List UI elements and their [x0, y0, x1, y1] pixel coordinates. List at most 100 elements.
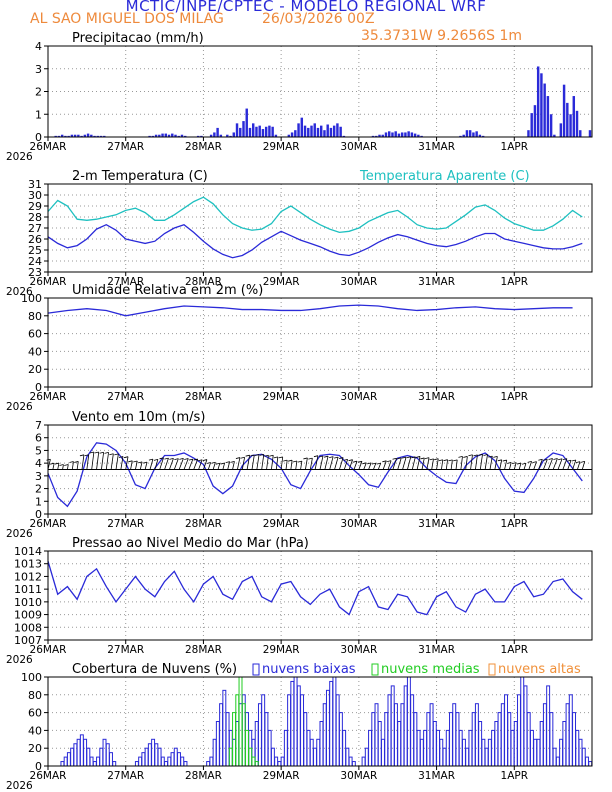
wind-barb-flag	[443, 459, 448, 462]
wind-barb-flag	[468, 454, 473, 457]
precip-bar	[86, 133, 90, 137]
wind-barb-flag	[109, 453, 114, 456]
wind-barb	[275, 456, 279, 470]
wind-barb	[290, 460, 293, 470]
clouds-panel: 0 20 40 60 80 100 26MAR 27MAR 28MAR 29MAR 30MAR 31M…	[6, 662, 593, 792]
precip-bar	[161, 133, 164, 137]
rh-ytick-label: 100	[21, 292, 42, 305]
precip-bar	[60, 134, 64, 137]
wind-barb-flag	[273, 456, 278, 459]
wind-barb-flag	[269, 454, 274, 457]
wind-barb-flag	[202, 459, 208, 461]
precip-xtick-label: 26MAR	[30, 141, 67, 153]
wind-barb	[52, 463, 55, 470]
wind-barb-flag	[463, 456, 468, 458]
precip-bar	[219, 134, 223, 137]
wind-barb-flag	[318, 455, 324, 458]
precip-bar	[381, 134, 384, 137]
wind-barb	[465, 456, 468, 470]
clouds-ytick-label: 80	[28, 689, 42, 702]
wind-barb-flag	[254, 454, 260, 456]
wind-title: Vento em 10m (m/s)	[72, 410, 205, 425]
clouds-ytick-label: 100	[21, 671, 42, 684]
wind-barb-flag	[367, 462, 372, 465]
precip-xtick-label: 29MAR	[263, 141, 300, 153]
clouds-bar	[296, 685, 301, 767]
precip-bar	[226, 134, 229, 137]
wind-barb-flag	[497, 459, 502, 462]
precip-bar	[481, 135, 485, 137]
wind-barb-flag	[278, 456, 283, 459]
clouds-bar	[222, 689, 227, 767]
clouds-ytick-label: 0	[35, 760, 42, 773]
clouds-xtick-label: 29MAR	[263, 770, 300, 782]
precip-bar	[323, 130, 326, 137]
pressure-ytick-label: 1013	[14, 558, 42, 571]
wind-barb	[96, 451, 100, 470]
wind-barb-flag	[458, 456, 463, 458]
wind-barb	[57, 462, 60, 470]
wind-barb-flag	[348, 459, 353, 462]
pressure-ytick-label: 1007	[14, 634, 42, 647]
wind-barb	[193, 458, 199, 470]
wind-ytick-label: 2	[35, 483, 42, 496]
clouds-bar	[89, 756, 94, 767]
precip-bar	[67, 135, 70, 137]
rh-title: Umidade Relativa em 2m (%)	[72, 283, 263, 298]
clouds-bar	[209, 756, 214, 767]
precip-bar	[258, 125, 261, 138]
wind-barb-flag	[512, 462, 517, 465]
wind-barb	[387, 460, 392, 470]
wind-barb-flag	[74, 461, 79, 463]
rh-xtick-label: 31MAR	[418, 391, 455, 403]
clouds-bar	[423, 729, 428, 767]
precip-bar	[572, 96, 576, 137]
wind-barb	[567, 460, 572, 470]
precip-bar	[70, 134, 74, 137]
clouds-bar	[70, 747, 75, 767]
wind-barb-flag	[507, 462, 512, 464]
clouds-bar	[497, 712, 502, 767]
precip-bar	[339, 126, 342, 137]
wind-barb	[358, 461, 363, 470]
wind-barb-flag	[179, 458, 184, 460]
precip-bar	[459, 135, 462, 137]
precip-xtick-label: 1APR	[501, 141, 529, 153]
precip-bar	[57, 135, 61, 137]
temp-ytick-label: 25	[28, 244, 42, 257]
temp-year-label: 2026	[6, 286, 33, 298]
clouds-bar	[92, 761, 97, 767]
clouds-bar	[371, 712, 376, 767]
pressure-ytick-label: 1008	[14, 621, 42, 634]
temp-xtick-label: 1APR	[501, 276, 529, 288]
precip-ytick-label: 3	[35, 63, 42, 76]
wind-barb	[475, 454, 478, 470]
rh-ytick-label: 0	[35, 381, 42, 394]
clouds-bar	[439, 738, 444, 767]
rh-xtick-label: 1APR	[501, 391, 529, 403]
temp-ytick-label: 24	[28, 255, 42, 268]
pressure-xtick-label: 27MAR	[107, 644, 144, 656]
wind-barb-flag	[64, 464, 69, 466]
wind-barb	[261, 454, 265, 470]
wind-barb-flag	[153, 459, 159, 461]
wind-barb	[552, 458, 558, 470]
precip-bar	[64, 135, 67, 137]
wind-barb	[256, 454, 260, 470]
rh-xtick-label: 29MAR	[263, 391, 300, 403]
clouds-bar	[513, 721, 518, 767]
precip-bar	[536, 66, 540, 137]
wind-barb	[164, 457, 169, 470]
wind-barb	[373, 463, 377, 470]
clouds-ytick-label: 40	[28, 724, 42, 737]
clouds-bar	[238, 676, 243, 767]
wind-barb	[470, 454, 473, 470]
temp-ytick-label: 29	[28, 200, 42, 213]
clouds-bar	[245, 729, 249, 767]
clouds-bar	[465, 747, 470, 767]
precip-bar	[80, 135, 83, 137]
clouds-year-label: 2026	[6, 780, 33, 792]
wind-barb	[445, 459, 448, 470]
wind-barb-flag	[352, 460, 358, 463]
wind-barb-flag	[415, 456, 421, 458]
